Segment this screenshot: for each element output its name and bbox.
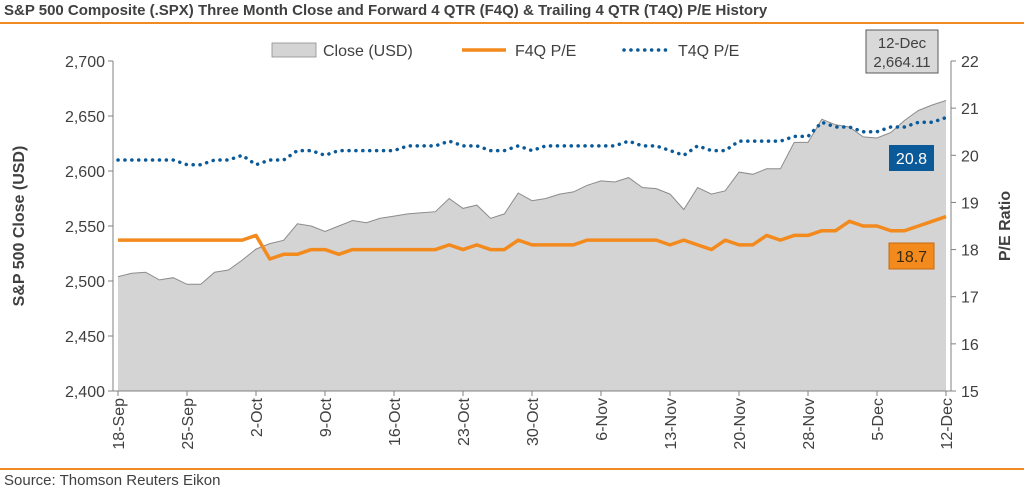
title-rule (0, 22, 1024, 24)
legend-close-label: Close (USD) (323, 43, 413, 60)
legend: Close (USD) F4Q P/E T4Q P/E (271, 42, 739, 60)
right-tick-label: 15 (961, 384, 979, 401)
right-tick-label: 16 (961, 337, 979, 354)
right-tick-label: 20 (961, 148, 979, 165)
x-tick-label: 5-Dec (870, 398, 887, 441)
callout-date: 12-Dec (878, 35, 927, 52)
left-tick-label: 2,600 (65, 164, 105, 181)
close-area-edge (117, 100, 947, 285)
f4q-value-text: 18.7 (896, 249, 927, 266)
x-tick-label: 20-Nov (732, 398, 749, 450)
right-tick-label: 22 (961, 54, 979, 71)
x-tick-label: 16-Oct (387, 397, 404, 446)
left-tick-label: 2,450 (65, 329, 105, 346)
legend-t4q-label: T4Q P/E (678, 43, 739, 60)
left-axis-ticks: 2,400 2,450 2,500 2,550 2,600 2,650 2,700 (65, 54, 113, 401)
f4q-value-badge: 18.7 (888, 242, 935, 270)
x-tick-label: 9-Oct (318, 397, 335, 437)
x-tick-label: 13-Nov (663, 398, 680, 450)
x-tick-label: 30-Oct (525, 397, 542, 446)
x-tick-label: 18-Sep (111, 398, 128, 450)
left-tick-label: 2,550 (65, 219, 105, 236)
x-axis-ticks: 18-Sep 25-Sep 2-Oct 9-Oct 16-Oct 23-Oct 30-Oct… (111, 391, 956, 450)
left-tick-label: 2,650 (65, 109, 105, 126)
left-tick-label: 2,400 (65, 384, 105, 401)
callout-close: 2,664.11 (873, 54, 930, 71)
chart-title: S&P 500 Composite (.SPX) Three Month Clo… (4, 2, 768, 19)
right-tick-label: 17 (961, 290, 979, 307)
pe-lines-layer (116, 115, 948, 261)
left-tick-label: 2,700 (65, 54, 105, 71)
left-axis-label: S&P 500 Close (USD) (11, 146, 28, 307)
x-tick-label: 2-Oct (249, 397, 266, 437)
f4q-line (118, 214, 947, 261)
t4q-line (116, 115, 948, 167)
x-tick-label: 28-Nov (801, 398, 818, 450)
right-axis-label: P/E Ratio (997, 191, 1014, 261)
left-tick-label: 2,500 (65, 274, 105, 291)
x-tick-label: 23-Oct (456, 397, 473, 446)
t4q-value-badge: 20.8 (889, 145, 934, 171)
right-tick-label: 21 (961, 101, 979, 118)
x-tick-label: 12-Dec (939, 398, 956, 450)
legend-f4q-label: F4Q P/E (515, 43, 576, 60)
right-axis-ticks: 15 16 17 18 19 20 21 22 (951, 54, 979, 401)
right-tick-label: 18 (961, 243, 979, 260)
t4q-value-text: 20.8 (896, 151, 927, 168)
last-close-callout: 12-Dec 2,664.11 (865, 29, 939, 74)
right-tick-label: 19 (961, 195, 979, 212)
legend-close-swatch (271, 42, 317, 58)
x-tick-label: 25-Sep (180, 398, 197, 450)
source-note: Source: Thomson Reuters Eikon (4, 472, 221, 489)
source-rule (0, 468, 1024, 470)
x-tick-label: 6-Nov (594, 398, 611, 441)
